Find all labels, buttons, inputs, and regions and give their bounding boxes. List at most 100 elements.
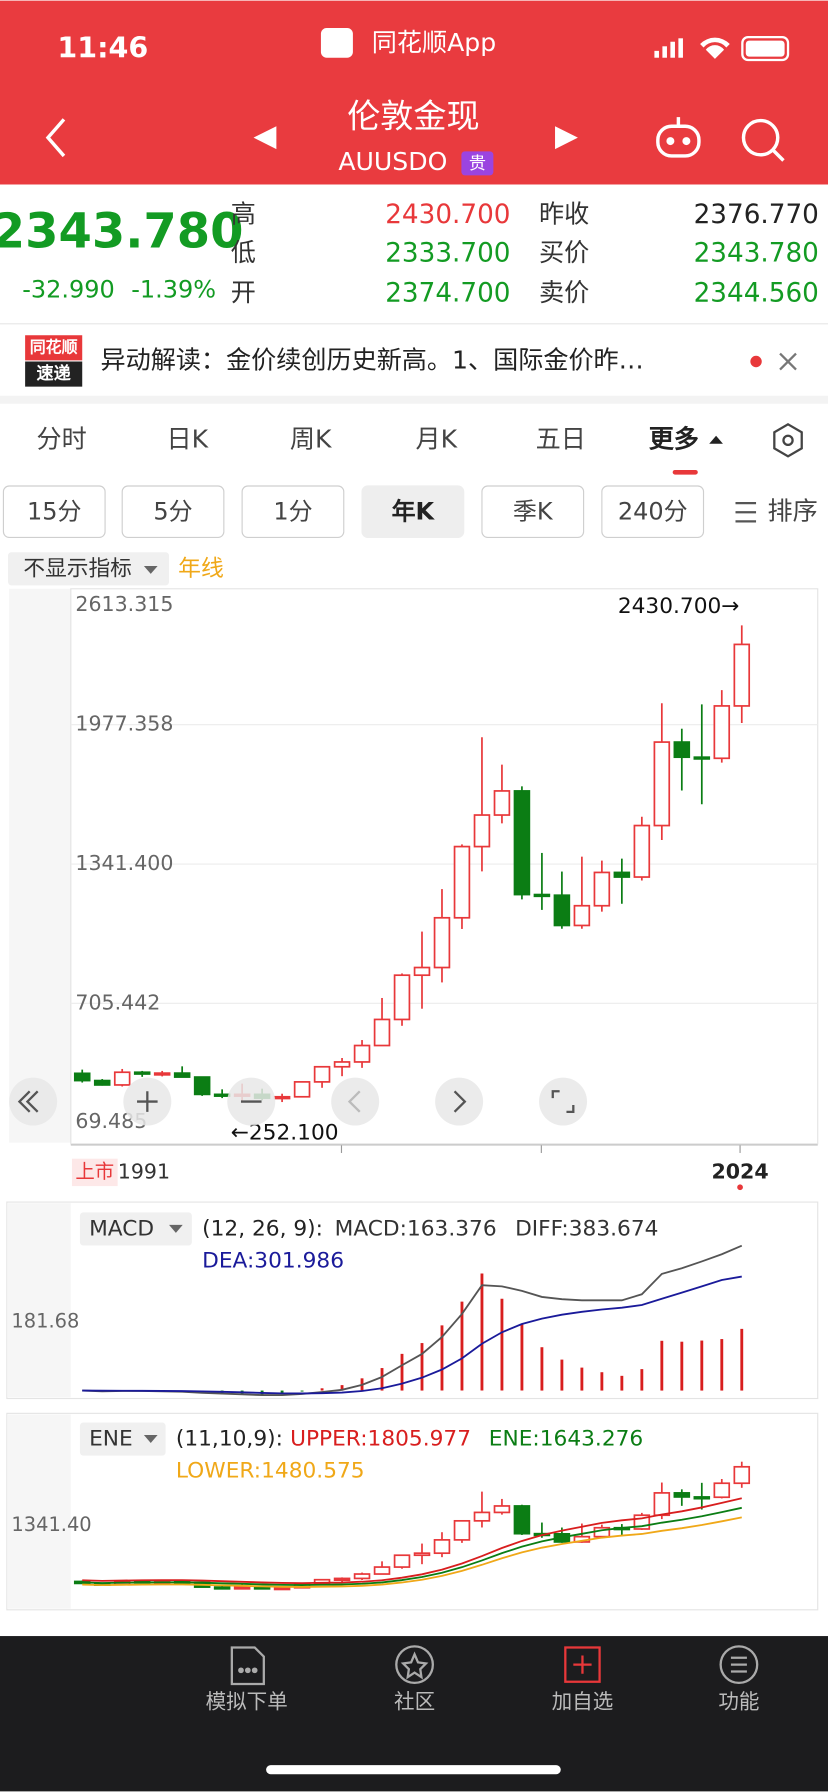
y-tick-label: 705.442 [75, 990, 160, 1014]
nav-right[interactable] [435, 1077, 484, 1126]
tab[interactable]: 月K [415, 424, 457, 453]
candle-body [673, 1492, 691, 1498]
dropdown-arrow [143, 1435, 158, 1444]
nav-item[interactable]: 加自选 [552, 1689, 614, 1713]
macd-legend: MACD:163.376 [335, 1216, 497, 1241]
news-logo [25, 335, 83, 361]
period-button[interactable] [2, 485, 106, 538]
field-label: 昨收 [539, 199, 589, 228]
tab[interactable]: 分时 [37, 424, 87, 453]
tab[interactable]: 周K [290, 424, 332, 453]
price-change-pct: -1.39% [131, 276, 216, 304]
candle-body [393, 1554, 411, 1568]
candle-body [413, 1552, 431, 1557]
candle-body [433, 1539, 451, 1555]
news-close[interactable] [779, 352, 797, 371]
candle-body [473, 814, 491, 848]
nav-left[interactable] [331, 1077, 380, 1126]
sort-button[interactable]: 排序 [767, 496, 817, 525]
header-code: AUUSDO [338, 147, 447, 176]
candle-body [653, 741, 671, 827]
robot-button[interactable] [656, 117, 701, 158]
ene-frame [6, 1412, 819, 1611]
candle-body [533, 893, 551, 898]
ene-select[interactable] [79, 1422, 166, 1456]
period-button[interactable] [121, 485, 225, 538]
candle-body [553, 894, 571, 927]
status-app: 同花顺App [372, 28, 496, 57]
candle-body [453, 1519, 471, 1541]
news-logo-text: 同花顺 [30, 337, 78, 356]
diff-legend: DIFF:383.674 [515, 1216, 658, 1241]
settings-button [782, 434, 794, 447]
lower-legend: LOWER:1480.575 [176, 1459, 365, 1484]
period-button[interactable] [601, 485, 705, 538]
macd-frame [6, 1201, 819, 1400]
back-button[interactable] [45, 118, 66, 158]
news-text: 异动解读：金价续创历史新高。1、国际金价昨… [101, 346, 644, 375]
prev-button[interactable] [253, 126, 277, 150]
chart-gutter [9, 588, 71, 1143]
diff-line [82, 1244, 743, 1397]
candle-body [473, 1511, 491, 1522]
home-indicator [266, 1765, 561, 1775]
dea-line [82, 1275, 742, 1395]
y-tick-label: 2613.315 [75, 592, 173, 616]
search-button[interactable] [741, 118, 785, 162]
candle-body [113, 1071, 131, 1086]
candle-body [213, 1586, 231, 1590]
candle-body [613, 871, 631, 878]
candle-body [333, 1577, 351, 1581]
tab[interactable]: 更多 [649, 424, 699, 453]
upper-legend: UPPER:1805.977 [290, 1427, 471, 1452]
fullscreen[interactable] [539, 1077, 588, 1126]
y-tick-label: 181.68 [11, 1309, 79, 1332]
header-badge: 贵 [469, 154, 486, 174]
indicator-select[interactable] [7, 552, 170, 586]
app-icon [320, 28, 353, 58]
news-row[interactable]: 同花顺 速递 异动解读：金价续创历史新高。1、国际金价昨… [25, 335, 644, 387]
price-change: -32.990 [22, 276, 115, 304]
period-button[interactable] [361, 485, 465, 538]
tab[interactable]: 日K [167, 424, 209, 453]
candle-body [293, 1081, 311, 1098]
current-dot [737, 1184, 743, 1191]
nav-first-icon [17, 1090, 39, 1113]
period-label: 年K [392, 497, 436, 525]
candle-body [193, 1076, 211, 1096]
last-price: 2343.780 [0, 204, 244, 260]
news-logo-text: 速递 [37, 363, 72, 384]
candle-body [513, 1505, 531, 1535]
macd-select-text: MACD [89, 1216, 154, 1241]
dea-legend: DEA:301.986 [202, 1248, 344, 1273]
listing-label: 上市 [75, 1160, 114, 1183]
field-label: 高 [231, 199, 256, 228]
candle-body [433, 916, 451, 969]
next-button[interactable] [555, 126, 578, 150]
nav-item[interactable]: 功能 [718, 1689, 759, 1713]
nav-item[interactable]: 模拟下单 [206, 1689, 288, 1713]
nav-first[interactable] [9, 1077, 58, 1126]
macd-select[interactable] [79, 1212, 192, 1246]
nav-item[interactable]: 社区 [394, 1689, 435, 1713]
candle-body [693, 756, 711, 760]
tab[interactable]: 五日 [536, 424, 586, 453]
candle-body [493, 790, 511, 816]
field-value: 2374.700 [385, 279, 510, 309]
ene-legend: ENE:1643.276 [489, 1427, 643, 1452]
max-annotation: 2430.700→ [618, 594, 740, 619]
period-label: 15分 [27, 497, 81, 525]
chart-nav [9, 1077, 588, 1126]
candle-body [213, 1093, 231, 1097]
nav-left-icon [347, 1090, 361, 1113]
badge-bg [461, 151, 494, 176]
field-value: 2343.780 [694, 239, 819, 269]
nav-right-icon [453, 1090, 467, 1113]
candle-body [93, 1079, 111, 1086]
period-button[interactable] [241, 485, 345, 538]
sort-icon [735, 501, 757, 523]
period-button[interactable] [481, 485, 585, 538]
settings-button[interactable] [773, 423, 803, 458]
x-tick-label: 1991 [118, 1159, 170, 1183]
field-value: 2333.700 [385, 239, 510, 269]
